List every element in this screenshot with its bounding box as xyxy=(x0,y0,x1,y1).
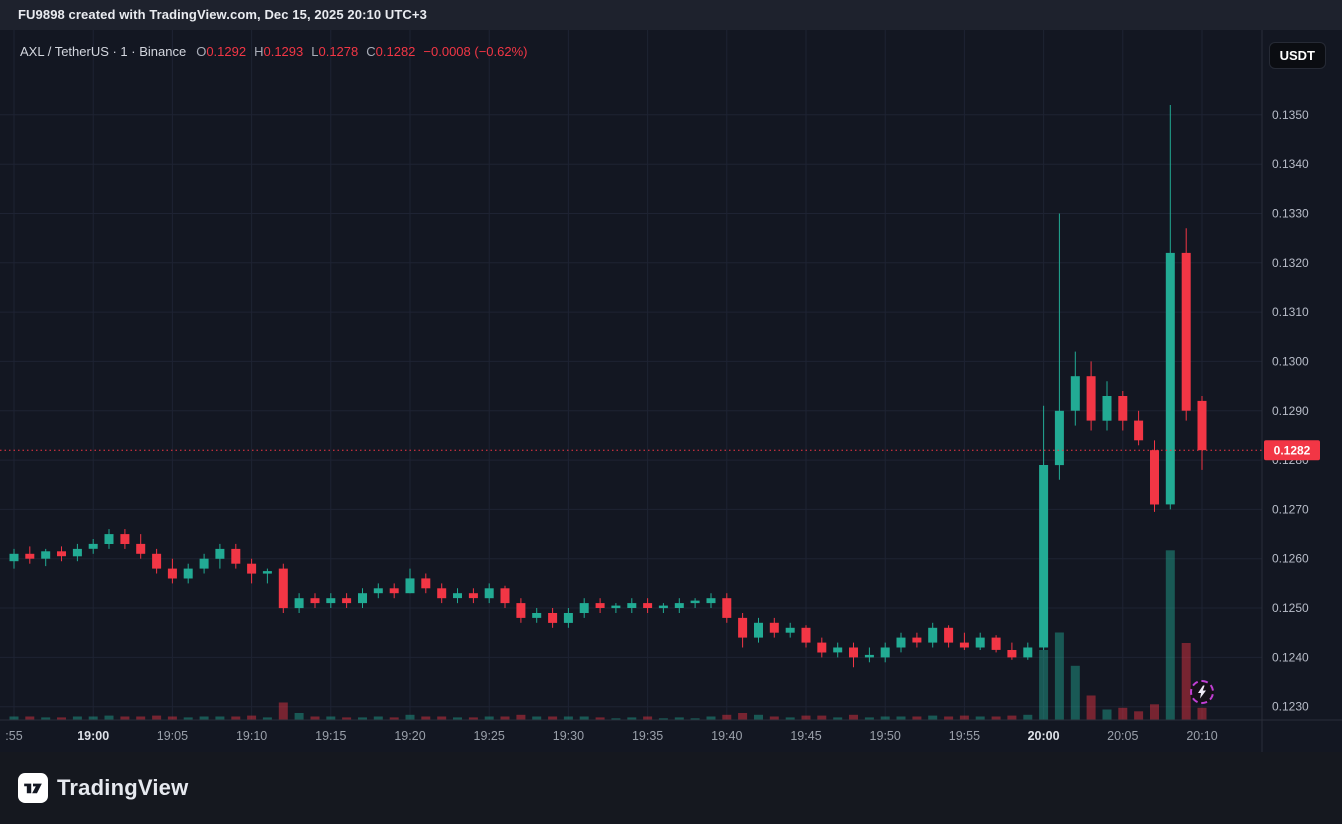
svg-text:0.1260: 0.1260 xyxy=(1272,552,1309,566)
chart-area: 0.12300.12400.12500.12600.12700.12800.12… xyxy=(0,30,1342,752)
svg-text::55: :55 xyxy=(5,729,22,743)
svg-text:19:00: 19:00 xyxy=(77,729,109,743)
svg-text:19:25: 19:25 xyxy=(474,729,505,743)
symbol-legend: AXL / TetherUS · 1 · Binance O 0.1292 H 0.… xyxy=(20,44,527,59)
svg-text:0.1290: 0.1290 xyxy=(1272,404,1309,418)
svg-text:0.1320: 0.1320 xyxy=(1272,256,1309,270)
tradingview-logo-text: TradingView xyxy=(57,775,189,800)
svg-text:20:00: 20:00 xyxy=(1028,729,1060,743)
svg-text:19:30: 19:30 xyxy=(553,729,584,743)
svg-text:19:35: 19:35 xyxy=(632,729,663,743)
svg-text:0.1350: 0.1350 xyxy=(1272,108,1309,122)
svg-text:19:45: 19:45 xyxy=(790,729,821,743)
footer-bar: TradingView xyxy=(0,752,1342,824)
ohlc-high: H 0.1293 xyxy=(254,44,304,59)
svg-text:19:10: 19:10 xyxy=(236,729,267,743)
time-axis[interactable] xyxy=(0,720,1262,752)
svg-text:20:10: 20:10 xyxy=(1186,729,1217,743)
tradingview-logo[interactable]: TradingView xyxy=(18,773,188,803)
svg-text:0.1310: 0.1310 xyxy=(1272,305,1309,319)
ohlc-open: O 0.1292 xyxy=(196,44,247,59)
attribution-text: FU9898 created with TradingView.com, Dec… xyxy=(0,0,1342,30)
svg-text:19:15: 19:15 xyxy=(315,729,346,743)
candlestick-chart[interactable]: 0.12300.12400.12500.12600.12700.12800.12… xyxy=(0,30,1342,752)
svg-text:0.1282: 0.1282 xyxy=(1274,444,1311,458)
ohlc-close: C 0.1282 xyxy=(366,44,416,59)
svg-text:0.1250: 0.1250 xyxy=(1272,601,1309,615)
ohlc-low: L 0.1278 xyxy=(311,44,359,59)
svg-text:0.1230: 0.1230 xyxy=(1272,700,1309,714)
svg-text:0.1300: 0.1300 xyxy=(1272,354,1309,368)
svg-text:19:50: 19:50 xyxy=(870,729,901,743)
price-axis[interactable] xyxy=(1262,30,1342,720)
lightning-bolt-icon xyxy=(1198,685,1206,699)
currency-toggle-button[interactable]: USDT xyxy=(1268,42,1326,69)
svg-text:19:20: 19:20 xyxy=(394,729,425,743)
svg-text:19:55: 19:55 xyxy=(949,729,980,743)
ohlc-change: −0.0008 (−0.62%) xyxy=(423,44,528,59)
flash-icon[interactable] xyxy=(1190,680,1214,704)
svg-text:19:05: 19:05 xyxy=(157,729,188,743)
svg-text:0.1330: 0.1330 xyxy=(1272,207,1309,221)
svg-text:0.1270: 0.1270 xyxy=(1272,502,1309,516)
svg-text:0.1340: 0.1340 xyxy=(1272,157,1309,171)
svg-text:20:05: 20:05 xyxy=(1107,729,1138,743)
symbol-title[interactable]: AXL / TetherUS · 1 · Binance xyxy=(20,44,187,59)
tradingview-logo-icon xyxy=(18,773,48,803)
svg-text:0.1240: 0.1240 xyxy=(1272,650,1309,664)
svg-text:19:40: 19:40 xyxy=(711,729,742,743)
